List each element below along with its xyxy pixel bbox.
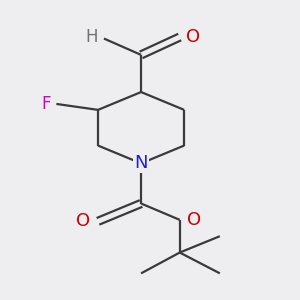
Text: F: F [41,95,50,113]
Text: O: O [76,212,91,230]
Text: H: H [85,28,98,46]
Text: O: O [186,28,200,46]
Text: O: O [187,211,201,229]
Text: N: N [134,154,148,172]
